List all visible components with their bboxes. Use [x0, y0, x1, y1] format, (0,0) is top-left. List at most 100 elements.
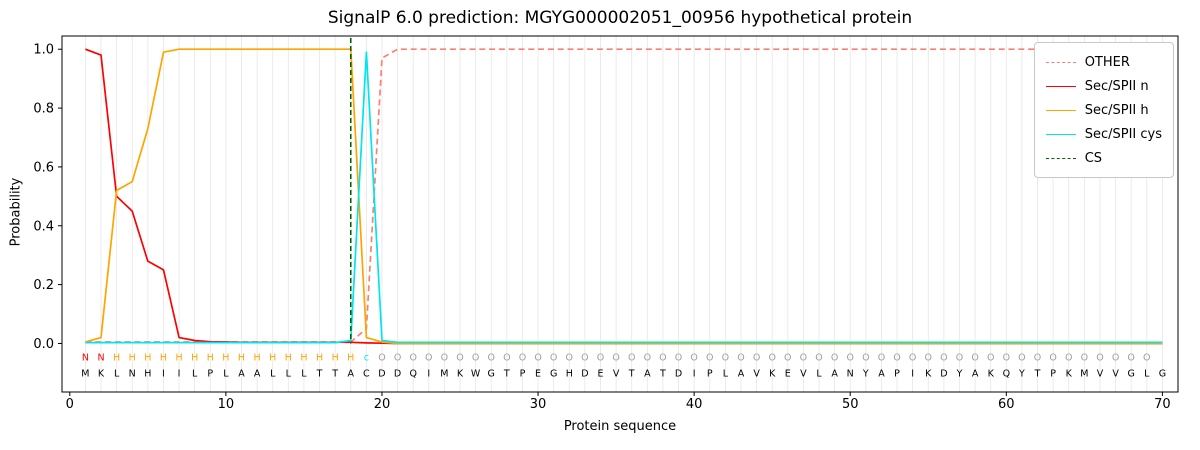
- svg-text:10: 10: [218, 397, 235, 412]
- annotation-class-letter: H: [207, 352, 214, 363]
- sequence-letter: M: [440, 368, 448, 379]
- sequence-letter: L: [816, 368, 822, 379]
- sequence-letter: A: [878, 368, 885, 379]
- annotation-class-letter: N: [82, 352, 89, 363]
- sequence-letter: T: [628, 368, 635, 379]
- legend-label-sec-spii-cys: Sec/SPII cys: [1084, 126, 1162, 142]
- sequence-letter: L: [114, 368, 120, 379]
- sequence-letter: A: [644, 368, 651, 379]
- sequence-letter: G: [1159, 368, 1166, 379]
- annotation-class-letter: O: [878, 352, 885, 363]
- legend-line-sample-cs: [1045, 157, 1076, 159]
- annotation-class-letter: O: [956, 352, 963, 363]
- residue-rows: NMNKHLHNHHHIHIHLHPHLHAHAHLHLHLHTHTHAcCOD…: [81, 352, 1166, 379]
- annotation-class-letter: O: [987, 352, 994, 363]
- sequence-letter: K: [925, 368, 932, 379]
- legend: OTHER Sec/SPII n Sec/SPII h Sec/SPII cys…: [1033, 42, 1174, 178]
- legend-label-sec-spii-h: Sec/SPII h: [1084, 102, 1149, 118]
- annotation-class-letter: H: [332, 352, 339, 363]
- annotation-class-letter: H: [144, 352, 151, 363]
- legend-label-cs: CS: [1084, 150, 1103, 166]
- annotation-class-letter: O: [534, 352, 541, 363]
- sequence-letter: Y: [956, 368, 963, 379]
- annotation-class-letter: H: [316, 352, 323, 363]
- sequence-letter: D: [394, 368, 401, 379]
- annotation-class-letter: O: [581, 352, 588, 363]
- annotation-class-letter: H: [222, 352, 229, 363]
- annotation-class-letter: O: [550, 352, 557, 363]
- annotation-class-letter: O: [768, 352, 775, 363]
- sequence-letter: W: [471, 368, 481, 379]
- sequence-letter: D: [675, 368, 682, 379]
- annotation-class-letter: H: [175, 352, 182, 363]
- sequence-letter: G: [488, 368, 495, 379]
- svg-text:0.2: 0.2: [33, 278, 54, 293]
- series-line-other: [85, 48, 1163, 343]
- annotation-class-letter: O: [940, 352, 947, 363]
- svg-text:40: 40: [686, 397, 703, 412]
- legend-line-sample-sec-spii-h: [1045, 109, 1076, 111]
- svg-text:20: 20: [374, 397, 391, 412]
- sequence-letter: D: [940, 368, 947, 379]
- annotation-class-letter: O: [1018, 352, 1025, 363]
- legend-item-sec-spii-n: Sec/SPII n: [1045, 74, 1162, 98]
- sequence-letter: D: [581, 368, 588, 379]
- sequence-letter: V: [753, 368, 760, 379]
- annotation-class-letter: H: [129, 352, 136, 363]
- sequence-letter: M: [81, 368, 89, 379]
- annotation-class-letter: N: [97, 352, 104, 363]
- sequence-letter: L: [286, 368, 292, 379]
- annotation-class-letter: H: [191, 352, 198, 363]
- sequence-letter: A: [972, 368, 979, 379]
- annotation-class-letter: O: [659, 352, 666, 363]
- annotation-class-letter: O: [409, 352, 416, 363]
- series-line-sec-spii-cys: [85, 51, 1163, 344]
- sequence-letter: M: [1080, 368, 1088, 379]
- sequence-letter: I: [427, 368, 430, 379]
- legend-item-sec-spii-h: Sec/SPII h: [1045, 98, 1162, 122]
- sequence-letter: H: [144, 368, 151, 379]
- annotation-class-letter: H: [269, 352, 276, 363]
- annotation-class-letter: O: [690, 352, 697, 363]
- annotation-class-letter: O: [831, 352, 838, 363]
- sequence-letter: E: [535, 368, 541, 379]
- svg-text:0.0: 0.0: [33, 337, 54, 352]
- annotation-class-letter: H: [113, 352, 120, 363]
- annotation-class-letter: O: [519, 352, 526, 363]
- svg-text:0.6: 0.6: [33, 160, 54, 175]
- sequence-letter: T: [659, 368, 666, 379]
- annotation-class-letter: H: [285, 352, 292, 363]
- svg-text:30: 30: [530, 397, 547, 412]
- series-line-sec-spii-h: [85, 48, 1163, 345]
- annotation-class-letter: O: [909, 352, 916, 363]
- legend-line-sample-sec-spii-n: [1045, 85, 1076, 87]
- x-axis-label: Protein sequence: [563, 419, 677, 434]
- sequence-letter: K: [98, 368, 105, 379]
- sequence-letter: P: [207, 368, 213, 379]
- sequence-letter: I: [162, 368, 165, 379]
- sequence-letter: L: [1144, 368, 1150, 379]
- legend-label-sec-spii-n: Sec/SPII n: [1084, 78, 1149, 94]
- sequence-letter: V: [800, 368, 807, 379]
- legend-item-other: OTHER: [1045, 50, 1162, 74]
- annotation-class-letter: H: [160, 352, 167, 363]
- annotation-class-letter: H: [254, 352, 261, 363]
- annotation-class-letter: O: [566, 352, 573, 363]
- sequence-letter: L: [223, 368, 229, 379]
- annotation-class-letter: O: [1003, 352, 1010, 363]
- legend-line-sample-other: [1045, 61, 1076, 63]
- sequence-letter: I: [178, 368, 181, 379]
- svg-text:1.0: 1.0: [33, 43, 54, 58]
- annotation-class-letter: O: [612, 352, 619, 363]
- sequence-letter: Q: [409, 368, 416, 379]
- svg-text:0.8: 0.8: [33, 102, 54, 117]
- annotation-class-letter: O: [1081, 352, 1088, 363]
- annotation-class-letter: O: [1065, 352, 1072, 363]
- annotation-class-letter: O: [1049, 352, 1056, 363]
- annotation-class-letter: O: [815, 352, 822, 363]
- gridlines: [85, 36, 1163, 392]
- annotation-class-letter: H: [300, 352, 307, 363]
- sequence-letter: L: [192, 368, 198, 379]
- annotation-class-letter: O: [706, 352, 713, 363]
